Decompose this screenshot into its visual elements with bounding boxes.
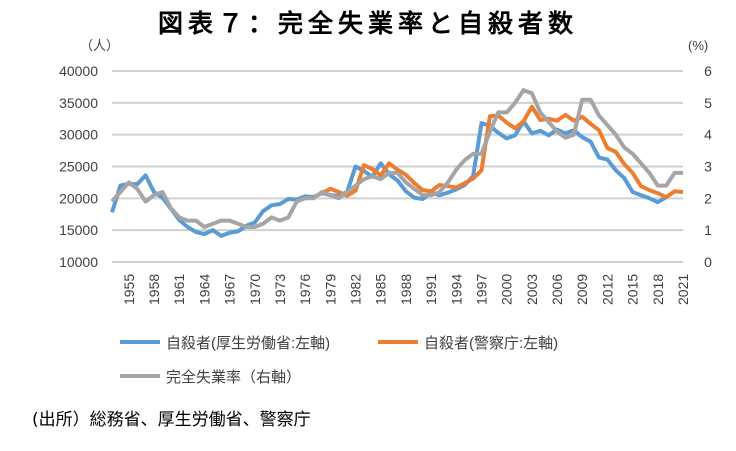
y-tick-right: 5 xyxy=(704,95,712,111)
x-tick: 2015 xyxy=(625,274,641,305)
x-tick: 1973 xyxy=(272,274,288,305)
chart-svg: 10000 15000 20000 25000 30000 35000 40000 0 1 2 3 4… xyxy=(59,38,712,386)
y-tick-left: 35000 xyxy=(59,95,98,111)
series-line-2 xyxy=(320,104,684,200)
x-tick: 1976 xyxy=(297,274,313,305)
y-tick-right: 2 xyxy=(704,190,712,206)
x-tick: 1979 xyxy=(322,274,338,305)
x-tick: 2009 xyxy=(574,274,590,305)
x-tick: 2006 xyxy=(549,274,565,305)
y-tick-right: 1 xyxy=(704,222,712,238)
x-tick: 1994 xyxy=(448,274,464,305)
x-tick: 1964 xyxy=(196,274,212,305)
x-tick: 2003 xyxy=(524,274,540,305)
y-tick-left: 20000 xyxy=(59,190,98,206)
x-tick: 1970 xyxy=(247,274,263,305)
x-tick: 1988 xyxy=(398,274,414,305)
y-tick-right: 6 xyxy=(704,63,712,79)
y-tick-left: 10000 xyxy=(59,254,98,270)
chart-title: 図表７：完全失業率と自殺者数 xyxy=(157,9,578,38)
x-tick: 2012 xyxy=(599,274,615,305)
y-tick-left: 15000 xyxy=(59,222,98,238)
y-axis-label-right: (%) xyxy=(688,38,708,53)
y-tick-left: 30000 xyxy=(59,127,98,143)
x-tick: 1955 xyxy=(121,274,137,305)
x-tick: 1982 xyxy=(348,274,364,305)
y-tick-left: 40000 xyxy=(59,63,98,79)
legend-label: 自殺者(厚生労働省:左軸) xyxy=(166,335,330,352)
x-tick: 1958 xyxy=(146,274,162,305)
x-tick: 2000 xyxy=(499,274,515,305)
y-tick-right: 0 xyxy=(704,254,712,270)
x-tick: 1991 xyxy=(423,274,439,305)
x-tick: 1985 xyxy=(373,274,389,305)
x-tick: 1967 xyxy=(222,274,238,305)
x-tick: 2021 xyxy=(675,274,691,305)
source-note: (出所）総務省、厚生労働省、警察庁 xyxy=(32,410,311,430)
y-tick-right: 3 xyxy=(704,159,712,175)
x-tick: 1997 xyxy=(473,274,489,305)
y-axis-label-left: （人） xyxy=(80,38,119,53)
x-tick: 2018 xyxy=(650,274,666,305)
series-line-3 xyxy=(110,88,683,229)
y-tick-right: 4 xyxy=(704,127,712,143)
y-tick-left: 25000 xyxy=(59,159,98,175)
legend-label: 完全失業率（右軸） xyxy=(166,368,301,386)
legend-label: 自殺者(警察庁:左軸) xyxy=(424,334,558,352)
x-tick: 1961 xyxy=(171,274,187,305)
